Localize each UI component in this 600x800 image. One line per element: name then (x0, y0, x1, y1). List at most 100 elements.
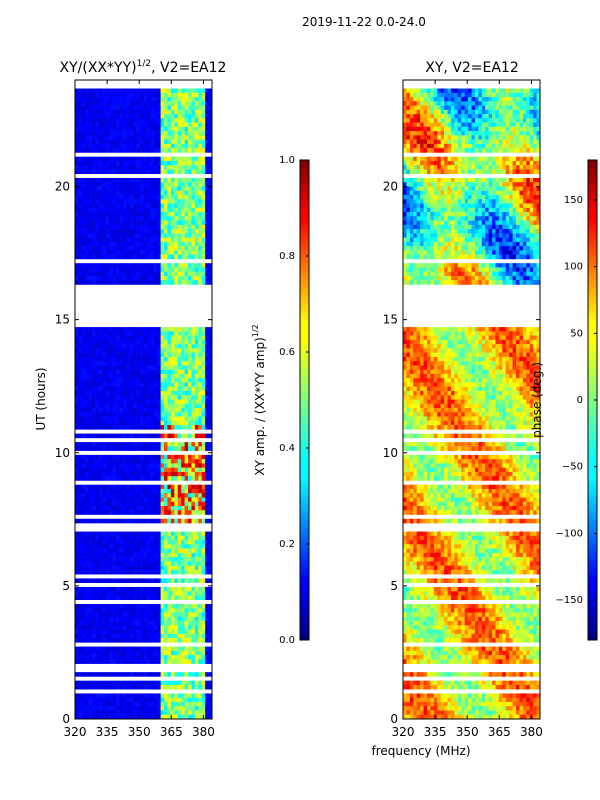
amp-cell (174, 101, 179, 106)
amp-cell (143, 327, 148, 332)
amp-cell (78, 109, 83, 115)
amp-cell (92, 565, 96, 571)
amp-cell (102, 135, 107, 140)
amp-cell (160, 425, 165, 430)
amp-cell (170, 131, 175, 136)
amp-cell (116, 275, 120, 281)
amp-cell (167, 548, 172, 554)
amp-cell (112, 488, 117, 494)
amp-cell (164, 701, 168, 707)
amp-cell (205, 471, 209, 477)
amp-cell (129, 339, 134, 345)
amp-cell (174, 510, 179, 515)
amp-cell (177, 535, 182, 541)
amp-cell (140, 237, 144, 243)
amp-cell (129, 493, 134, 498)
amp-cell (105, 459, 110, 464)
amp-cell (205, 92, 209, 98)
amp-cell (167, 114, 172, 119)
amp-cell (81, 386, 86, 392)
amp-cell (140, 118, 144, 123)
phase-cell (416, 97, 421, 102)
amp-cell (98, 246, 103, 251)
x-tick-label: 350 (128, 725, 151, 739)
amp-cell (160, 169, 165, 175)
amp-cell (122, 88, 127, 94)
amp-cell (153, 246, 158, 251)
amp-cell (198, 633, 203, 639)
amp-cell (116, 216, 120, 221)
amp-cell (201, 250, 206, 255)
amp-cell (208, 565, 213, 571)
amp-cell (181, 659, 185, 664)
phase-cell (420, 92, 424, 98)
amp-cell (208, 506, 213, 511)
amp-cell (81, 220, 86, 226)
amp-cell (140, 254, 144, 260)
amp-cell (109, 229, 113, 234)
amp-cell (136, 680, 141, 686)
amp-cell (143, 190, 148, 196)
amp-cell (98, 135, 103, 140)
amp-cell (201, 488, 206, 494)
amp-cell (119, 459, 124, 464)
amp-cell (75, 254, 79, 260)
amp-cell (92, 131, 96, 136)
amp-cell (102, 403, 107, 409)
amp-cell (160, 114, 165, 119)
amp-cell (194, 561, 199, 566)
amp-cell (198, 331, 203, 336)
amp-cell (205, 578, 209, 583)
amp-cell (198, 506, 203, 511)
amp-cell (160, 591, 165, 596)
amp-cell (191, 493, 196, 498)
amp-cell (146, 535, 151, 541)
amp-cell (75, 139, 79, 145)
amp-cell (160, 160, 165, 166)
amp-cell (181, 501, 185, 507)
amp-cell (177, 655, 182, 660)
amp-cell (181, 182, 185, 187)
amp-cell (81, 250, 86, 255)
amp-cell (85, 595, 89, 601)
amp-cell (194, 263, 199, 268)
amp-cell (88, 693, 93, 698)
phase-cell (437, 101, 441, 106)
amp-cell (140, 327, 144, 332)
amp-cell (133, 395, 137, 400)
phase-cell (430, 101, 435, 106)
amp-cell (188, 254, 192, 260)
amp-cell (126, 603, 131, 609)
amp-cell (75, 344, 79, 349)
amp-cell (88, 603, 93, 609)
amp-cell (153, 207, 158, 213)
amp-cell (140, 552, 144, 558)
amp-cell (164, 126, 168, 132)
amp-cell (81, 446, 86, 451)
amp-cell (92, 246, 96, 251)
amp-cell (102, 399, 107, 405)
amp-cell (98, 693, 103, 698)
amp-cell (133, 369, 137, 375)
amp-cell (122, 420, 127, 426)
amp-cell (95, 591, 100, 596)
amp-cell (95, 471, 100, 477)
amp-cell (201, 638, 206, 643)
amp-cell (105, 612, 110, 618)
amp-cell (109, 177, 113, 183)
amplitude-colorbar-label: XY amp. / (XX*YY amp)1/2 (251, 324, 267, 475)
amp-cell (143, 625, 148, 630)
amp-cell (81, 126, 86, 132)
amp-cell (174, 395, 179, 400)
amp-cell (116, 339, 120, 345)
amp-cell (160, 501, 165, 507)
amp-cell (133, 271, 137, 277)
amp-cell (157, 386, 161, 392)
amp-cell (109, 680, 113, 686)
amp-cell (181, 97, 185, 102)
amp-cell (95, 156, 100, 162)
amp-cell (167, 365, 172, 370)
amp-cell (109, 701, 113, 707)
amp-cell (81, 693, 86, 698)
amp-cell (174, 267, 179, 272)
